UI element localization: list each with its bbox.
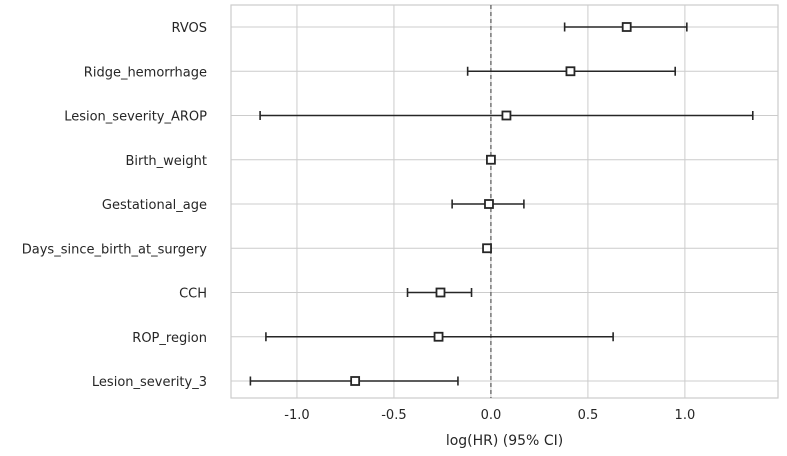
y-tick-label: RVOS (172, 21, 207, 36)
x-tick-label: 1.0 (675, 408, 696, 423)
estimate-marker (433, 331, 444, 342)
x-tick-label: -1.0 (284, 408, 309, 423)
y-tick-label: Lesion_severity_AROP (64, 110, 207, 125)
grid (231, 5, 778, 398)
estimate-marker (484, 199, 494, 209)
x-tick-label: -0.5 (381, 408, 406, 423)
y-tick-label: Lesion_severity_3 (92, 375, 207, 390)
y-tick-label: ROP_region (132, 331, 207, 346)
estimate-marker (501, 110, 512, 121)
x-tick-labels: -1.0 -0.5 0.0 0.5 1.0 (284, 408, 695, 423)
y-tick-label: Ridge_hemorrhage (84, 65, 207, 80)
estimate-marker (435, 287, 446, 298)
y-tick-label: Birth_weight (125, 154, 207, 169)
y-tick-label: Gestational_age (102, 198, 207, 213)
x-tick-label: 0.0 (481, 408, 502, 423)
point-estimates (350, 22, 632, 386)
y-tick-label: CCH (179, 287, 207, 302)
x-tick-label: 0.5 (578, 408, 599, 423)
y-tick-label: Days_since_birth_at_surgery (22, 242, 208, 257)
estimate-marker (486, 154, 496, 165)
estimate-marker (565, 66, 576, 77)
plot-frame (230, 4, 779, 399)
estimate-marker (482, 243, 492, 254)
y-tick-labels: RVOS Ridge_hemorrhage Lesion_severity_AROP… (22, 21, 208, 390)
estimate-marker (350, 376, 361, 386)
x-axis-label: log(HR) (95% CI) (446, 433, 563, 449)
estimate-marker (621, 22, 632, 32)
